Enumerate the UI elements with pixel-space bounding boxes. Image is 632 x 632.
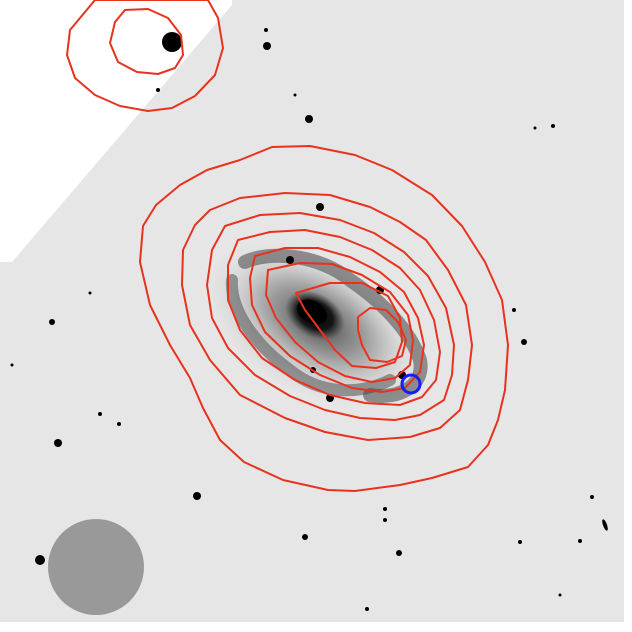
contour-level-3 — [206, 212, 455, 421]
star — [578, 539, 582, 543]
star-contours — [66, 0, 224, 112]
star — [383, 507, 387, 511]
blank-region — [0, 0, 232, 262]
star — [54, 439, 62, 447]
star — [533, 126, 537, 130]
star — [316, 203, 324, 211]
bottom-border — [0, 622, 632, 632]
contour-level-7 — [295, 282, 403, 369]
star — [193, 492, 201, 500]
star — [383, 518, 387, 522]
star — [49, 319, 55, 325]
star — [590, 495, 594, 499]
star — [117, 422, 121, 426]
star — [263, 42, 271, 50]
contour-level-2 — [181, 192, 473, 441]
star — [558, 593, 562, 597]
star — [602, 519, 608, 531]
star — [10, 363, 14, 367]
star-contour-outer — [66, 0, 224, 112]
right-border — [624, 0, 632, 632]
contour-level-1 — [139, 145, 509, 492]
star — [264, 28, 268, 32]
star — [521, 339, 527, 345]
star — [286, 256, 294, 264]
star — [293, 93, 297, 97]
contour-level-4 — [227, 229, 441, 406]
star — [162, 32, 182, 52]
star-contour-inner — [109, 8, 184, 75]
contour-level-5 — [249, 247, 425, 393]
position-marker-circle — [400, 373, 422, 395]
radio-contours — [139, 145, 509, 492]
star — [302, 534, 308, 540]
star — [305, 115, 313, 123]
beam-size-disc — [48, 519, 144, 615]
galaxy-nucleus — [297, 299, 327, 325]
contour-level-6 — [265, 262, 414, 383]
star — [512, 308, 516, 312]
contour-level-8 — [357, 307, 407, 363]
star — [365, 607, 369, 611]
star — [518, 540, 522, 544]
star — [88, 291, 92, 295]
star — [551, 124, 555, 128]
star — [396, 550, 402, 556]
star — [156, 88, 160, 92]
star — [98, 412, 102, 416]
star — [35, 555, 45, 565]
